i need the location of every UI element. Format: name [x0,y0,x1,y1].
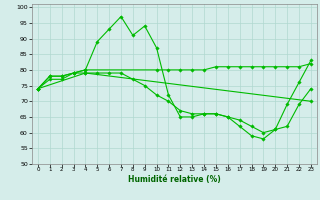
X-axis label: Humidité relative (%): Humidité relative (%) [128,175,221,184]
